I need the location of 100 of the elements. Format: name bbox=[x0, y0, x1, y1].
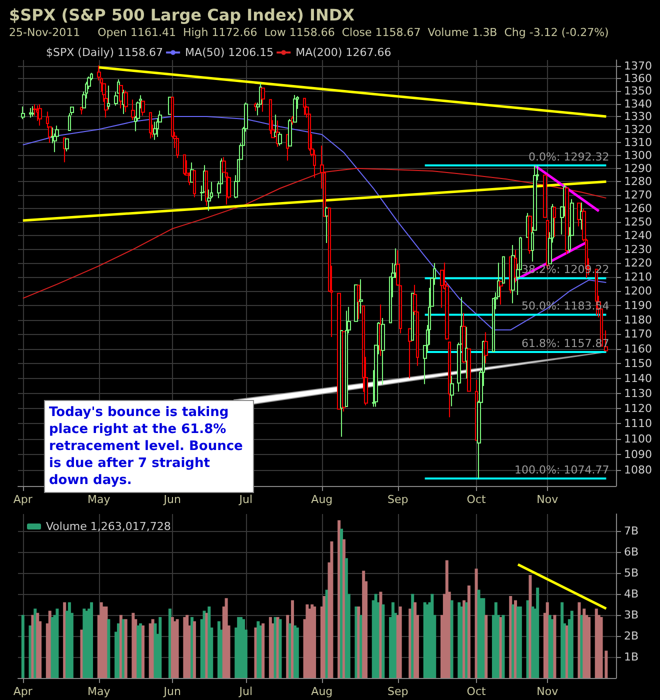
y-tick-label: 5B bbox=[624, 566, 639, 580]
x-tick-label: Aug bbox=[311, 493, 333, 506]
candlestick bbox=[303, 98, 306, 116]
candlestick bbox=[293, 94, 297, 123]
y-tick-label: 1350 bbox=[624, 84, 652, 98]
x-tick-label: Jul bbox=[238, 685, 253, 698]
y-tick-label: 1330 bbox=[624, 110, 652, 124]
bar bbox=[262, 623, 265, 678]
series-label: 100.0%: 1074.77 bbox=[514, 463, 610, 476]
x-tick-label: Jul bbox=[238, 493, 253, 506]
legend-label: Volume 1,263,017,728 bbox=[46, 520, 171, 533]
y-tick-label: 1310 bbox=[624, 136, 652, 149]
x-tick-label: May bbox=[88, 685, 111, 698]
candlestick bbox=[29, 107, 32, 118]
x-tick-label: Nov bbox=[536, 685, 559, 698]
x-tick-label: Sep bbox=[388, 685, 408, 698]
y-tick-label: 1B bbox=[624, 650, 639, 664]
bar bbox=[588, 617, 591, 678]
bar bbox=[553, 614, 556, 678]
y-tick-label: 1140 bbox=[624, 372, 652, 385]
y-tick-label: 1180 bbox=[624, 313, 652, 326]
candlestick bbox=[63, 137, 66, 163]
bar bbox=[382, 604, 385, 678]
candlestick bbox=[36, 104, 39, 122]
candlestick bbox=[448, 342, 451, 418]
y-tick-label: 3B bbox=[624, 608, 639, 622]
line-series bbox=[22, 116, 607, 330]
y-tick-label: 1250 bbox=[624, 215, 652, 228]
bar bbox=[158, 617, 162, 678]
y-tick-label: 1120 bbox=[624, 402, 652, 415]
bar bbox=[398, 606, 402, 678]
y-tick-label: 1160 bbox=[624, 342, 652, 356]
bar bbox=[570, 610, 574, 678]
x-tick-label: Jun bbox=[162, 685, 182, 698]
x-tick-label: Oct bbox=[466, 493, 486, 506]
y-tick-label: 1220 bbox=[624, 256, 652, 270]
y-tick-label: 1150 bbox=[624, 357, 652, 370]
bar bbox=[518, 606, 522, 678]
x-tick-label: Aug bbox=[311, 685, 333, 698]
x-tick-label: Apr bbox=[13, 685, 33, 698]
y-tick-label: 1170 bbox=[624, 328, 652, 341]
candlestick bbox=[124, 90, 128, 113]
bar bbox=[313, 606, 316, 678]
bar bbox=[484, 614, 488, 678]
bar bbox=[536, 588, 540, 678]
x-tick-label: Sep bbox=[388, 493, 408, 506]
bar bbox=[330, 541, 334, 678]
y-tick-label: 1260 bbox=[624, 202, 652, 215]
y-tick-label: 1360 bbox=[624, 72, 652, 86]
bar bbox=[90, 602, 94, 678]
y-tick-label: 1200 bbox=[624, 284, 652, 298]
x-tick-label: Nov bbox=[536, 493, 559, 506]
legend-label: MA(50) 1206.15 bbox=[185, 46, 274, 59]
legend-label: MA(200) 1267.66 bbox=[296, 46, 392, 59]
y-tick-label: 6B bbox=[624, 545, 639, 558]
y-tick-label: 1290 bbox=[624, 162, 652, 175]
y-tick-label: 1100 bbox=[624, 432, 652, 446]
chart-title: $SPX (S&P 500 Large Cap Index) INDX bbox=[9, 6, 356, 24]
bar bbox=[278, 619, 282, 678]
y-tick-label: 1300 bbox=[624, 148, 652, 162]
y-tick-label: 1270 bbox=[624, 188, 652, 202]
x-tick-label: Jun bbox=[162, 493, 182, 506]
bar bbox=[467, 585, 470, 678]
y-tick-label: 1090 bbox=[624, 448, 652, 462]
bar bbox=[296, 628, 299, 678]
y-tick-label: 1190 bbox=[624, 298, 652, 312]
bar bbox=[21, 614, 24, 678]
y-tick-label: 1210 bbox=[624, 270, 652, 284]
annotation: Today's bounce is taking place right at the 61.8% retracement level. Bounce is due after 7 straight down days. bbox=[49, 405, 248, 488]
y-tick-label: 1370 bbox=[624, 60, 652, 73]
y-tick-label: 1240 bbox=[624, 229, 652, 242]
y-tick-label: 1130 bbox=[624, 386, 652, 400]
y-tick-label: 4B bbox=[624, 587, 639, 600]
y-tick-label: 1320 bbox=[624, 122, 652, 136]
candlestick bbox=[21, 106, 25, 120]
candlestick bbox=[269, 99, 272, 134]
bar bbox=[502, 614, 505, 678]
bar bbox=[450, 600, 454, 678]
series-label: $SPX (Daily) 1158.67 bbox=[46, 46, 164, 59]
x-tick-label: Apr bbox=[13, 493, 33, 506]
candlestick bbox=[254, 102, 257, 112]
x-tick-label: May bbox=[88, 493, 111, 506]
x-tick-label: Oct bbox=[466, 685, 486, 698]
candlestick bbox=[543, 174, 547, 218]
candlestick bbox=[511, 244, 515, 304]
y-tick-label: 1080 bbox=[624, 464, 652, 477]
bar bbox=[107, 619, 110, 678]
candlestick bbox=[31, 106, 34, 118]
line-series bbox=[22, 168, 607, 299]
y-tick-label: 7B bbox=[624, 524, 639, 538]
candlestick bbox=[183, 154, 186, 176]
bar bbox=[192, 621, 196, 678]
y-tick-label: 2B bbox=[624, 629, 639, 642]
y-tick-label: 1230 bbox=[624, 242, 652, 256]
bar bbox=[56, 608, 59, 678]
y-tick-label: 1110 bbox=[624, 417, 652, 430]
y-tick-label: 1340 bbox=[624, 97, 652, 110]
candlestick bbox=[577, 202, 581, 227]
bar bbox=[124, 619, 128, 678]
chart-subtitle: 25-Nov-2011 Open 1161.41 High 1172.66 Low 1158.66 Close 1158.67 Volume 1.3B Chg -3.12 (-0.27%) bbox=[9, 26, 609, 39]
